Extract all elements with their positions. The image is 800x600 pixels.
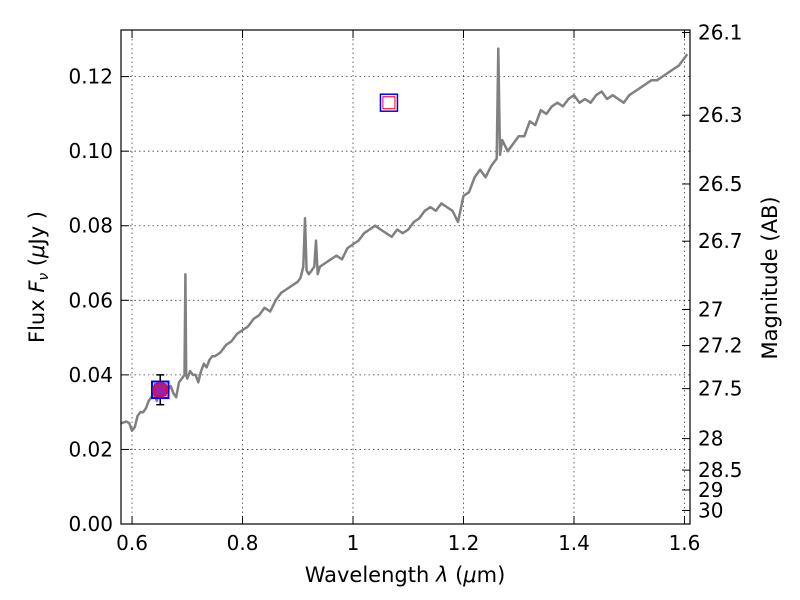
y-tick-label: 0.10 <box>68 139 113 163</box>
y-tick-label: 0.04 <box>68 363 113 387</box>
photometry-points <box>150 93 399 406</box>
mag-tick-label: 28.5 <box>698 458 743 482</box>
x-tick-label: 1 <box>347 531 360 555</box>
model-box-outer <box>150 380 170 400</box>
ticks-layer <box>121 30 690 525</box>
y-tick-label: 0.02 <box>68 437 113 461</box>
model-box-inner <box>153 383 167 397</box>
x-tick-label: 1.4 <box>558 531 590 555</box>
x-tick-label: 1.6 <box>669 531 701 555</box>
y2-axis-title: Magnitude (AB) <box>758 196 782 359</box>
y-tick-label: 0.00 <box>68 512 113 536</box>
mag-tick-label: 27 <box>698 297 723 321</box>
mag-tick-label: 27.2 <box>698 334 743 358</box>
mag-tick-label: 26.7 <box>698 229 743 253</box>
x-tick-label: 0.8 <box>227 531 259 555</box>
y-tick-label: 0.12 <box>68 65 113 89</box>
y-tick-label: 0.08 <box>68 214 113 238</box>
x-tick-label: 0.6 <box>116 531 148 555</box>
mag-tick-label: 29 <box>698 478 723 502</box>
mag-tick-label: 26.3 <box>698 103 743 127</box>
mag-tick-label: 27.5 <box>698 377 743 401</box>
y-axis-title: Flux Fν (μJy ) <box>25 211 52 343</box>
x-axis-title: Wavelength λ (μm) <box>305 563 506 587</box>
model-box-outer <box>379 93 399 112</box>
mag-tick-label: 30 <box>698 498 723 522</box>
mag-tick-label: 26.5 <box>698 172 743 196</box>
y-tick-label: 0.06 <box>68 288 113 312</box>
observed-marker <box>152 381 169 398</box>
series-layer <box>120 47 689 433</box>
tick-labels: 0.6 0.8 1 1.2 1.4 1.6 0.00 0.02 0.04 0.06 0.08 0.10… <box>68 21 742 555</box>
mag-tick-label: 28 <box>698 427 723 451</box>
spectrum-line <box>120 47 689 433</box>
plot-frame <box>120 29 691 525</box>
grid-lines <box>121 30 690 525</box>
x-tick-label: 1.2 <box>448 531 480 555</box>
mag-tick-label: 26.1 <box>698 21 743 45</box>
model-box-inner <box>382 96 396 110</box>
